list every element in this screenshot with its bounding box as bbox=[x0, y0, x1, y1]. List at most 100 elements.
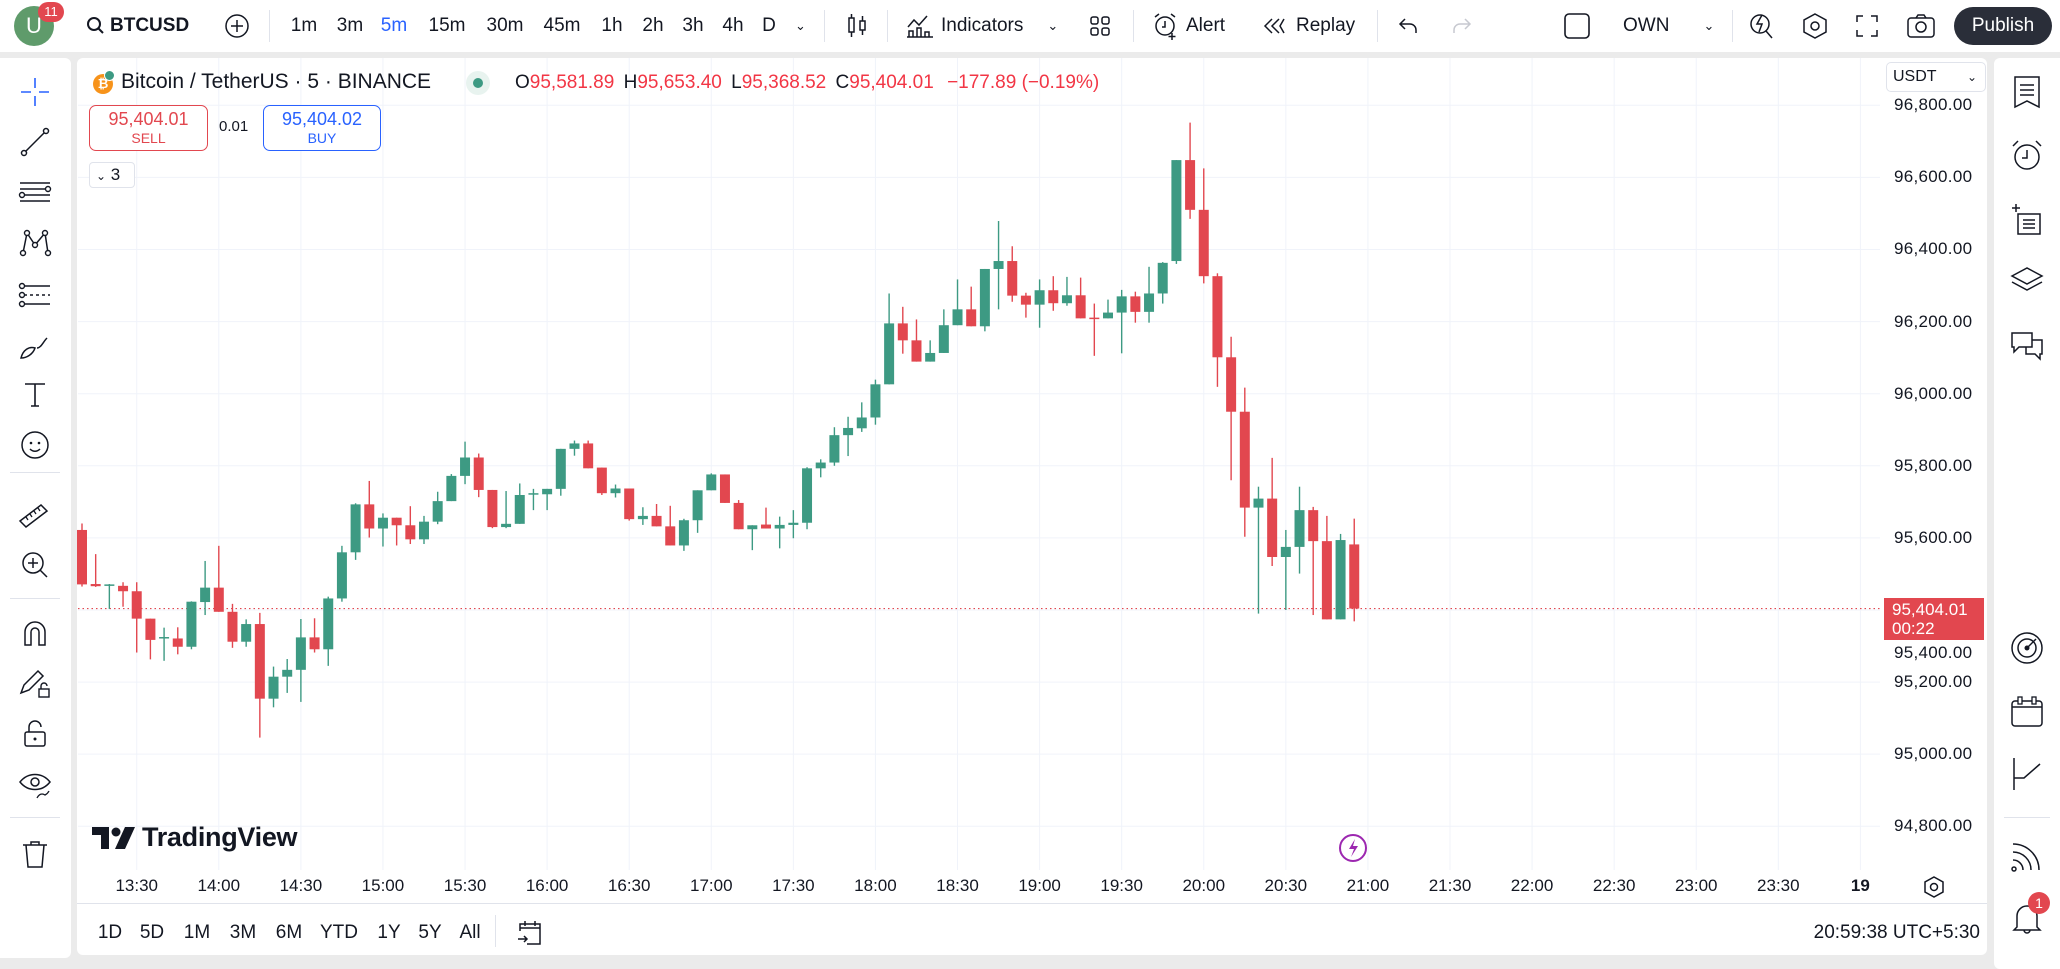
eye-icon[interactable] bbox=[17, 766, 53, 802]
alerts-clock-icon[interactable] bbox=[2009, 137, 2045, 173]
right-sidebar: 1 bbox=[1994, 58, 2060, 969]
settings-button[interactable] bbox=[1801, 0, 1829, 52]
parallel-lines-icon[interactable] bbox=[17, 175, 53, 211]
redo-button[interactable] bbox=[1450, 0, 1472, 52]
emoji-icon[interactable] bbox=[17, 427, 53, 463]
interval-45m[interactable]: 45m bbox=[543, 15, 581, 36]
magnet-icon[interactable] bbox=[17, 615, 53, 651]
screenshot-button[interactable] bbox=[1906, 0, 1936, 52]
symbol-title[interactable]: Bitcoin / TetherUS · 5 · BINANCE bbox=[121, 70, 432, 93]
add-note-icon[interactable] bbox=[2009, 202, 2045, 238]
candle-body bbox=[1061, 295, 1072, 304]
top-toolbar: U 11 BTCUSD 1m 3m 5m 15m 30m 45m 1h 2h 3h 4h D ⌄ I… bbox=[0, 0, 2060, 52]
candle bbox=[213, 545, 224, 612]
lock-drawings-icon[interactable] bbox=[17, 665, 53, 701]
currency-select[interactable]: USDT ⌄ bbox=[1886, 62, 1986, 92]
candle bbox=[241, 619, 252, 647]
go-to-date-icon[interactable] bbox=[515, 918, 545, 948]
quick-search-button[interactable] bbox=[1748, 0, 1776, 52]
candle bbox=[323, 596, 334, 666]
candle bbox=[1020, 292, 1031, 318]
time-tick-label: 15:00 bbox=[361, 876, 405, 895]
low-label: L bbox=[731, 72, 742, 93]
options-chart-icon[interactable] bbox=[2009, 756, 2045, 792]
trash-icon[interactable] bbox=[17, 836, 53, 872]
layers-icon[interactable] bbox=[2009, 261, 2045, 297]
lightning-event-icon[interactable] bbox=[1338, 833, 1368, 863]
interval-1m[interactable]: 1m bbox=[290, 15, 318, 36]
drawing-toolbar bbox=[0, 58, 71, 958]
market-status-dot[interactable] bbox=[466, 71, 490, 95]
candle-body bbox=[104, 584, 115, 586]
interval-1h[interactable]: 1h bbox=[601, 15, 623, 36]
symbol-search-button[interactable]: BTCUSD bbox=[86, 0, 189, 52]
range-all[interactable]: All bbox=[459, 922, 481, 943]
candle-body bbox=[241, 624, 252, 642]
interval-15m[interactable]: 15m bbox=[428, 15, 466, 36]
chart-type-button[interactable] bbox=[846, 0, 868, 52]
price-tick-label: 95,600.00 bbox=[1894, 527, 1973, 547]
buy-button[interactable]: 95,404.02 BUY bbox=[263, 105, 381, 151]
candle-body bbox=[747, 525, 758, 530]
replay-button[interactable]: Replay bbox=[1262, 0, 1355, 52]
candle bbox=[1239, 387, 1250, 537]
candle-body bbox=[186, 601, 197, 647]
layout-name-button[interactable]: OWN ⌄ bbox=[1623, 0, 1714, 52]
range-5d[interactable]: 5D bbox=[139, 922, 165, 943]
candle bbox=[637, 507, 648, 525]
candle bbox=[186, 601, 197, 650]
clock[interactable]: 20:59:38 UTC+5:30 bbox=[1813, 922, 1980, 943]
crosshair-icon[interactable] bbox=[17, 74, 53, 110]
divider bbox=[495, 915, 496, 947]
ruler-icon[interactable] bbox=[17, 497, 53, 533]
undo-icon bbox=[1398, 18, 1417, 33]
target-icon[interactable] bbox=[2009, 630, 2045, 666]
interval-3m[interactable]: 3m bbox=[336, 15, 364, 36]
layouts-button[interactable] bbox=[1089, 0, 1111, 52]
candle bbox=[145, 618, 156, 660]
text-icon[interactable] bbox=[17, 376, 53, 412]
indicators-collapse-button[interactable]: ⌄ 3 bbox=[89, 162, 135, 188]
undo-button[interactable] bbox=[1398, 0, 1420, 52]
publish-button[interactable]: Publish bbox=[1954, 7, 2052, 45]
candle-body bbox=[1349, 544, 1360, 609]
watchlist-icon[interactable] bbox=[2009, 74, 2045, 110]
range-ytd[interactable]: YTD bbox=[320, 922, 358, 943]
interval-D[interactable]: D bbox=[762, 15, 776, 36]
chat-icon[interactable] bbox=[2009, 328, 2045, 364]
trend-line-icon[interactable] bbox=[17, 124, 53, 160]
signal-feed-icon[interactable] bbox=[2009, 838, 2045, 874]
alert-button[interactable]: Alert bbox=[1152, 0, 1225, 52]
interval-4h[interactable]: 4h bbox=[722, 15, 744, 36]
range-6m[interactable]: 6M bbox=[275, 922, 303, 943]
sell-button[interactable]: 95,404.01 SELL bbox=[89, 105, 208, 151]
interval-2h[interactable]: 2h bbox=[642, 15, 664, 36]
compare-button[interactable] bbox=[224, 0, 250, 52]
zoom-in-icon[interactable] bbox=[17, 547, 53, 583]
candle-body bbox=[432, 501, 443, 522]
interval-5m[interactable]: 5m bbox=[380, 15, 408, 36]
indicators-button[interactable]: Indicators ⌄ bbox=[906, 0, 1058, 52]
interval-3h[interactable]: 3h bbox=[682, 15, 704, 36]
candle bbox=[829, 427, 840, 466]
range-1m[interactable]: 1M bbox=[183, 922, 211, 943]
calendar-icon[interactable] bbox=[2009, 694, 2045, 730]
pattern-icon[interactable] bbox=[17, 225, 53, 261]
layout-toggle-button[interactable] bbox=[1563, 0, 1591, 52]
candle-body bbox=[487, 489, 498, 528]
fib-retracement-icon[interactable] bbox=[17, 278, 53, 314]
interval-dropdown[interactable]: ⌄ bbox=[795, 18, 806, 33]
candle bbox=[104, 584, 115, 609]
range-3m[interactable]: 3M bbox=[229, 922, 257, 943]
range-5y[interactable]: 5Y bbox=[418, 922, 442, 943]
fullscreen-button[interactable] bbox=[1855, 0, 1879, 52]
brush-icon[interactable] bbox=[17, 328, 53, 364]
range-1d[interactable]: 1D bbox=[97, 922, 123, 943]
interval-30m[interactable]: 30m bbox=[486, 15, 524, 36]
candle bbox=[938, 309, 949, 353]
unlock-icon[interactable] bbox=[17, 715, 53, 751]
range-1y[interactable]: 1Y bbox=[377, 922, 401, 943]
candle bbox=[268, 666, 279, 708]
axis-settings-icon[interactable] bbox=[1921, 874, 1947, 900]
